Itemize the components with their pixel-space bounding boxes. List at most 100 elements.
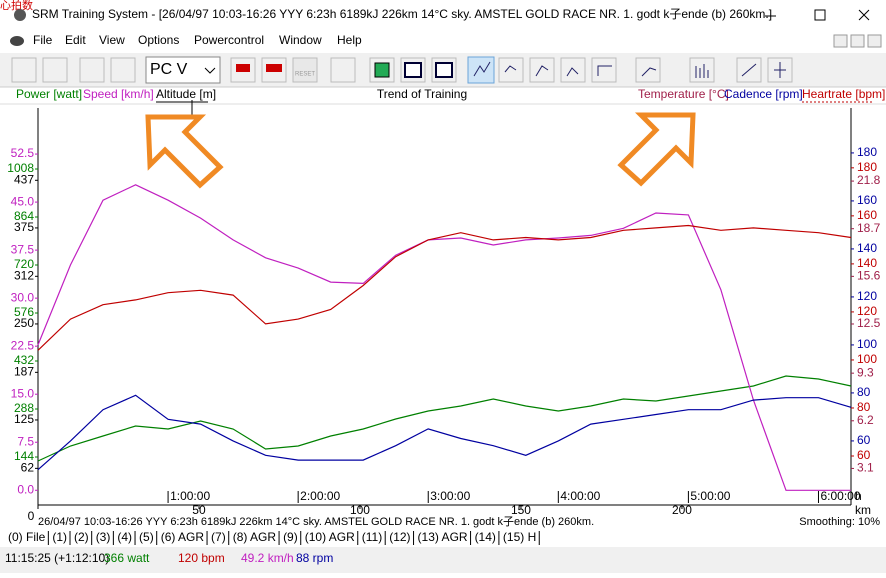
doc-icon bbox=[10, 36, 24, 46]
x-tick-label: 1:00:00 bbox=[170, 489, 210, 503]
icon bbox=[404, 62, 422, 78]
mdi-close[interactable] bbox=[867, 34, 882, 48]
plot: Power [watt] 144 288 432 576 720 864 1008 Speed … bbox=[7, 87, 885, 523]
maximize-button[interactable] bbox=[814, 9, 826, 21]
tab[interactable]: (2) bbox=[74, 530, 89, 544]
y-tick-label: 21.8 bbox=[857, 173, 881, 187]
y-tick-label: 18.7 bbox=[857, 221, 881, 235]
bars-button[interactable] bbox=[689, 57, 715, 83]
y-tick-label: 288 bbox=[14, 401, 34, 415]
y-tick-label: 37.5 bbox=[11, 242, 35, 256]
tab[interactable]: (6) AGR bbox=[161, 530, 205, 544]
y-tick-label: 62 bbox=[21, 461, 35, 475]
y-tick-label: 7.5 bbox=[17, 434, 34, 448]
analysis-button[interactable] bbox=[736, 57, 762, 83]
status-item: 366 watt bbox=[104, 551, 150, 565]
chart-button[interactable] bbox=[560, 57, 586, 83]
menu-item[interactable]: View bbox=[99, 33, 125, 47]
status-item: 49.2 km/h bbox=[241, 551, 294, 565]
y-tick-label: 45.0 bbox=[11, 194, 35, 208]
chart-title: Trend of Training bbox=[377, 87, 467, 101]
icon bbox=[236, 64, 250, 72]
tab[interactable]: (8) AGR bbox=[233, 530, 277, 544]
y-tick-label: 15.6 bbox=[857, 269, 881, 283]
y-tick-label: 30.0 bbox=[11, 290, 35, 304]
tab[interactable]: (13) AGR bbox=[418, 530, 468, 544]
y-tick-label: 15.0 bbox=[11, 386, 35, 400]
y-tick-label: 125 bbox=[14, 412, 34, 426]
tab[interactable]: (5) bbox=[139, 530, 154, 544]
info-line: 26/04/97 10:03-16:26 YYY 6:23h 6189kJ 22… bbox=[38, 515, 594, 528]
menu-item[interactable]: Powercontrol bbox=[194, 33, 264, 47]
close-button[interactable] bbox=[858, 9, 870, 21]
corner-text: 心拍数 bbox=[0, 0, 33, 12]
y-tick-label: 144 bbox=[14, 449, 34, 463]
icon bbox=[435, 62, 453, 78]
status-item: 11:15:25 (+1:12:10) bbox=[5, 551, 109, 565]
y-tick-label: 100 bbox=[857, 337, 877, 351]
menu-item[interactable]: Options bbox=[138, 33, 179, 47]
series-line bbox=[37, 394, 852, 471]
x-tick-label: 3:00:00 bbox=[430, 489, 470, 503]
y-tick-label: 22.5 bbox=[11, 338, 35, 352]
series-line bbox=[37, 184, 851, 491]
copy-button[interactable] bbox=[110, 57, 136, 83]
x-tick-label: 4:00:00 bbox=[560, 489, 600, 503]
chart-button[interactable] bbox=[529, 57, 555, 83]
x-tick-label: 5:00:00 bbox=[690, 489, 730, 503]
y-tick-label: 720 bbox=[14, 257, 34, 271]
x2-unit: km bbox=[855, 503, 871, 517]
y-tick-label: 120 bbox=[857, 304, 877, 318]
save-button[interactable] bbox=[42, 57, 68, 83]
tab[interactable]: (12) bbox=[389, 530, 410, 544]
mdi-restore[interactable] bbox=[850, 34, 865, 48]
chart-button[interactable] bbox=[498, 57, 524, 83]
toolbar-buttons: PC V RESET bbox=[11, 56, 793, 84]
tab-bar: (0) File (1) (2) (3) (4) (5) (6) AGR (7) (8) AGR… bbox=[8, 530, 540, 545]
legend-label: Speed [km/h] bbox=[83, 87, 154, 101]
trend-button[interactable] bbox=[467, 56, 495, 84]
print-button[interactable] bbox=[79, 57, 105, 83]
legend-label: Temperature [°C] bbox=[638, 87, 729, 101]
y-tick-label: 0.0 bbox=[17, 482, 34, 496]
tab[interactable]: (0) File bbox=[8, 530, 46, 544]
tab[interactable]: (11) bbox=[362, 530, 382, 544]
tab[interactable]: (14) bbox=[475, 530, 496, 544]
series-line bbox=[37, 375, 852, 462]
status-item: 120 bpm bbox=[178, 551, 225, 565]
tab[interactable]: (15) H bbox=[503, 530, 536, 544]
menu-item[interactable]: Window bbox=[279, 33, 322, 47]
y-tick-label: 250 bbox=[14, 316, 34, 330]
status-item: 88 rpm bbox=[296, 551, 333, 565]
y-tick-label: 576 bbox=[14, 305, 34, 319]
menu-item[interactable]: Help bbox=[337, 33, 362, 47]
tab[interactable]: (9) bbox=[283, 530, 298, 544]
annotation-arrow bbox=[617, 112, 696, 187]
menu-bar: File Edit View Options Powercontrol Window Hel… bbox=[33, 33, 362, 47]
tab[interactable]: (10) AGR bbox=[305, 530, 355, 544]
chart-button[interactable] bbox=[591, 57, 617, 83]
y-tick-label: 6.2 bbox=[857, 413, 874, 427]
y-tick-label: 9.3 bbox=[857, 365, 874, 379]
menu-item[interactable]: File bbox=[33, 33, 53, 47]
x2-tick-label: 150 bbox=[511, 503, 531, 517]
reset-button[interactable] bbox=[292, 57, 318, 83]
x2-tick-label: 0 bbox=[28, 509, 35, 523]
tab[interactable]: (7) bbox=[211, 530, 226, 544]
y-tick-label: 437 bbox=[14, 172, 34, 186]
status-bar bbox=[0, 547, 886, 573]
tab[interactable]: (1) bbox=[52, 530, 67, 544]
x2-tick-label: 50 bbox=[192, 503, 206, 517]
tab[interactable]: (3) bbox=[96, 530, 111, 544]
menu-item[interactable]: Edit bbox=[65, 33, 86, 47]
y-tick-label: 180 bbox=[857, 160, 877, 174]
mdi-minimize[interactable] bbox=[833, 34, 848, 48]
tab[interactable]: (4) bbox=[117, 530, 132, 544]
open-button[interactable] bbox=[11, 57, 37, 83]
y-tick-label: 864 bbox=[14, 209, 34, 223]
y-tick-label: 12.5 bbox=[857, 316, 881, 330]
y-tick-label: 3.1 bbox=[857, 461, 874, 475]
pcsu-button[interactable] bbox=[330, 57, 356, 83]
y-tick-label: 160 bbox=[857, 208, 877, 222]
